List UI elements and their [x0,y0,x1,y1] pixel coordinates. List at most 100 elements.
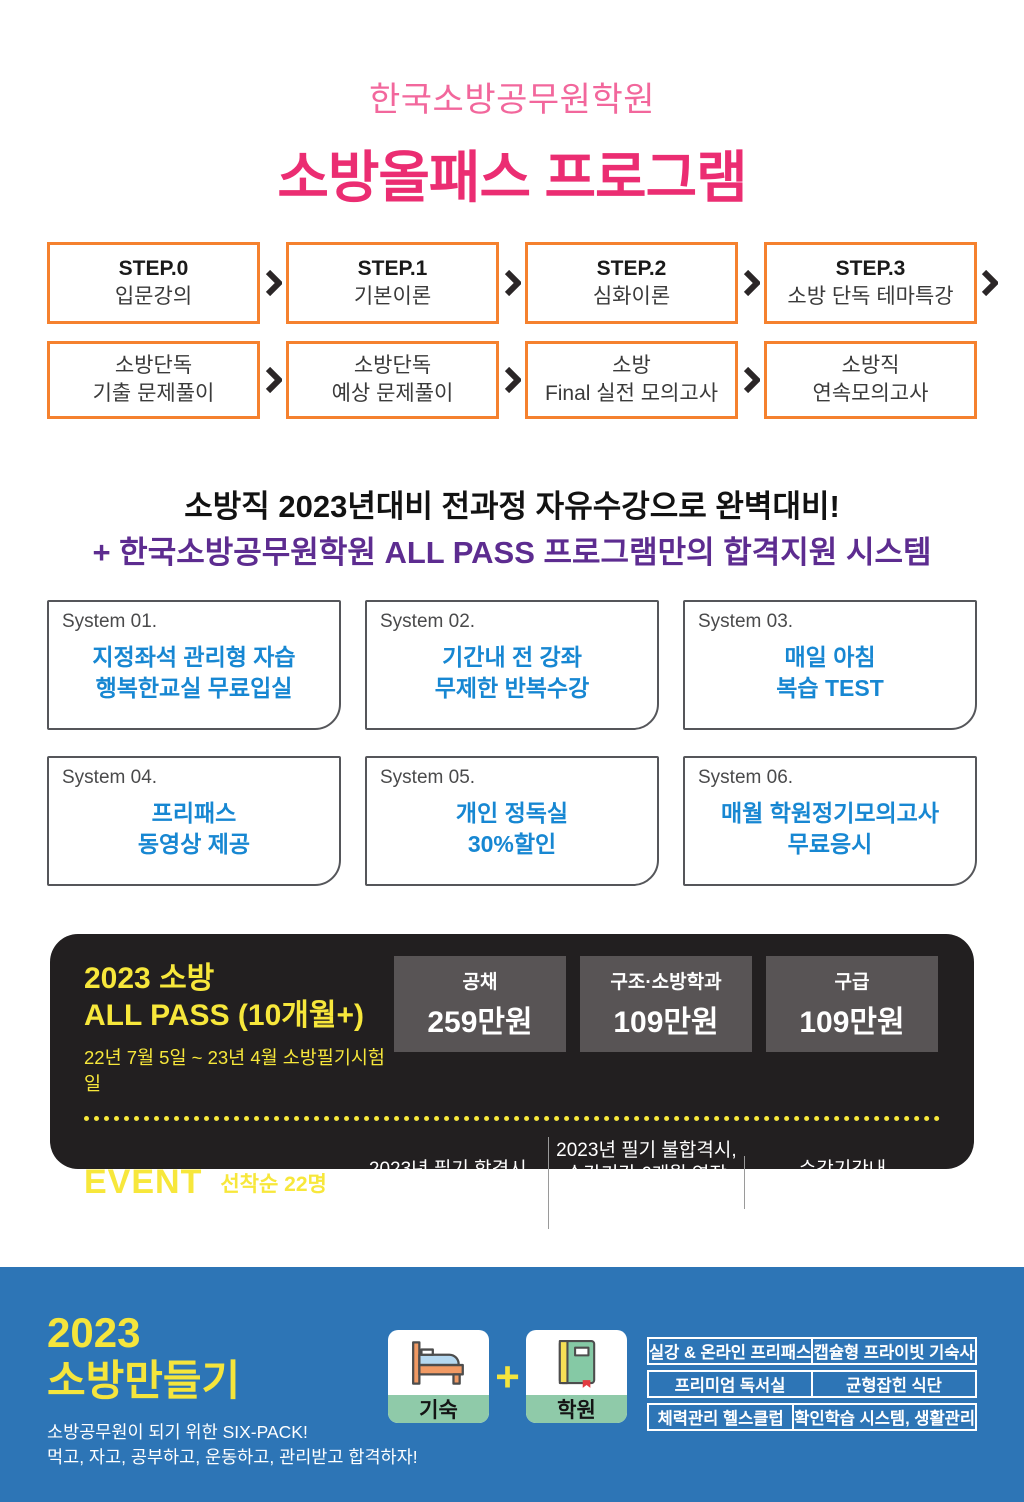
pricing-title-block: 2023 소방 ALL PASS (10개월+) 22년 7월 5일 ~ 23년… [84,956,394,1096]
pricing-banner: 2023 소방 ALL PASS (10개월+) 22년 7월 5일 ~ 23년… [50,933,974,1229]
event-item-line: 정독실 30%할인 [777,1183,908,1205]
step-box-7: 소방직 연속모의고사 [764,341,977,419]
system-text: 매일 아침 복습 TEST [698,642,962,704]
page-title: 소방올패스 프로그램 [277,146,747,209]
system-box-6: System 06. 매월 학원정기모의고사 무료응시 [683,755,977,886]
event-row: EVENT 선착순 22명 2023년 필기 합격시, 한소공 면접캠프 무료 … [84,1136,940,1229]
feature-row: 프리미엄 독서실 균형잡힌 식단 [647,1370,977,1398]
plan-gugeup: 구급 109만원 [766,955,938,1052]
system-text-line: 무료응시 [787,830,873,857]
headline: 소방직 2023년대비 전과정 자유수강으로 완벽대비! + 한국소방공무원학원… [0,487,1024,574]
step-box-1: STEP.1 기본이론 [286,242,499,324]
system-text-line: 동영상 제공 [137,830,251,857]
system-text: 매월 학원정기모의고사 무료응시 [698,798,962,860]
academy-name: 한국소방공무원학원 [368,81,656,119]
system-box-4: System 04. 프리패스 동영상 제공 [47,755,341,886]
plan-price: 109만원 [613,1005,719,1039]
step-label: Final 실전 모의고사 [544,382,719,405]
headline-purple: + 한국소방공무원학원 ALL PASS 프로그램만의 합격지원 시스템 [92,535,932,571]
feature-cell: 캡슐형 프라이빗 기숙사 [813,1337,977,1365]
system-text-line: 지정좌석 관리형 자습 [92,643,296,670]
footer-desc-line: 소방공무원이 되기 위한 SIX-PACK! [47,1421,308,1442]
feature-row: 체력관리 헬스클럽 확인학습 시스템, 생활관리 [647,1403,977,1431]
footer-desc-line: 먹고, 자고, 공부하고, 운동하고, 관리받고 합격하자! [47,1446,418,1467]
system-text-line: 매월 학원정기모의고사 [721,799,939,826]
footer-title: 소방만들기 [47,1357,241,1405]
system-label: System 06. [698,766,794,788]
plan-list: 공채 259만원 구조·소방학과 109만원 구급 109만원 [394,955,940,1052]
feature-cell: 확인학습 시스템, 생활관리 [794,1403,977,1431]
step-row-2: 소방단독 기출 문제풀이 소방단독 예상 문제풀이 소방 Final 실전 모의… [47,341,977,419]
step-label: 소방단독 [114,353,193,377]
step-number: STEP.0 [118,256,189,280]
system-text-line: 30%할인 [467,830,557,857]
event-item-line-small: (~2024년 소방직필기시험일까지) [558,1188,735,1226]
chevron-right-icon [260,242,286,324]
system-text-line: 행복한교실 무료입실 [95,674,293,701]
chevron-right-icon [738,242,764,324]
step-label: 심화이론 [592,285,671,308]
system-label: System 02. [380,610,476,632]
system-text: 프리패스 동영상 제공 [62,798,326,860]
system-text-line: 프리패스 [151,799,237,826]
event-label: EVENT [84,1163,203,1202]
event-item-line: 한소공 면접캠프 무료 [366,1183,535,1205]
plan-gongchae: 공채 259만원 [394,955,566,1052]
step-label: 예상 문제풀이 [331,382,454,405]
system-text-line: 개인 정독실 [455,799,569,826]
step-number: STEP.1 [357,256,428,280]
card-label: 학원 [526,1395,627,1423]
step-box-0: STEP.0 입문강의 [47,242,260,324]
step-number: STEP.2 [596,256,667,280]
system-text: 기간내 전 강좌 무제한 반복수강 [380,642,644,704]
plan-name: 구조·소방학과 [610,971,722,993]
system-label: System 03. [698,610,794,632]
step-box-5: 소방단독 예상 문제풀이 [286,341,499,419]
pricing-title-line1: 2023 소방 [84,961,215,995]
plan-price: 259만원 [427,1005,533,1039]
card-label: 기숙 [388,1395,489,1423]
event-item-line: 2023년 필기 불합격시, [556,1139,737,1161]
system-box-1: System 01. 지정좌석 관리형 자습 행복한교실 무료입실 [47,599,341,730]
dotted-divider [84,1115,940,1121]
headline-black: 소방직 2023년대비 전과정 자유수강으로 완벽대비! [184,489,840,524]
step-label: 입문강의 [114,285,193,308]
footer-description: 소방공무원이 되기 위한 SIX-PACK! 먹고, 자고, 공부하고, 운동하… [47,1420,418,1471]
system-label: System 01. [62,610,158,632]
system-box-3: System 03. 매일 아침 복습 TEST [683,599,977,730]
event-item-line: 2023년 필기 합격시, [368,1159,532,1181]
event-item-line: 수강기간 6개월 연장 [565,1164,727,1186]
step-label: 소방 단독 테마특강 [787,285,954,308]
step-box-2: STEP.2 심화이론 [525,242,738,324]
system-text-line: 매일 아침 [784,643,876,670]
pricing-top: 2023 소방 ALL PASS (10개월+) 22년 7월 5일 ~ 23년… [84,955,940,1096]
event-items: 2023년 필기 합격시, 한소공 면접캠프 무료 2023년 필기 불합격시,… [353,1136,940,1229]
system-text: 지정좌석 관리형 자습 행복한교실 무료입실 [62,642,326,704]
footer-title-block: 2023 소방만들기 소방공무원이 되기 위한 SIX-PACK! 먹고, 자고… [47,1309,418,1470]
system-grid: System 01. 지정좌석 관리형 자습 행복한교실 무료입실 System… [47,599,977,886]
footer-year: 2023 [47,1309,141,1356]
step-box-4: 소방단독 기출 문제풀이 [47,341,260,419]
system-label: System 05. [380,766,476,788]
chevron-right-icon [499,341,525,419]
step-box-3: STEP.3 소방 단독 테마특강 [764,242,977,324]
card-academy: 학원 [526,1330,627,1423]
plus-icon: + [495,1353,520,1400]
system-label: System 04. [62,766,158,788]
event-item-line: 수강기간내 [798,1159,887,1181]
book-icon [526,1330,627,1395]
step-label: 기본이론 [353,285,432,308]
footer-banner: 2023 소방만들기 소방공무원이 되기 위한 SIX-PACK! 먹고, 자고… [0,1267,1024,1502]
system-box-5: System 05. 개인 정독실 30%할인 [365,755,659,886]
event-item-2: 2023년 필기 불합격시, 수강기간 6개월 연장 (~2024년 소방직필기… [547,1136,744,1229]
plan-name: 구급 [834,971,870,993]
card-dormitory: 기숙 [388,1330,489,1423]
bed-icon [388,1330,489,1395]
plan-gujo: 구조·소방학과 109만원 [580,955,752,1052]
plan-name: 공채 [462,971,498,993]
step-number: STEP.3 [835,256,906,280]
step-label: 소방단독 [353,353,432,377]
chevron-right-icon [499,242,525,324]
poster: 한국소방공무원학원 소방올패스 프로그램 STEP.0 입문강의 STEP.1 … [0,72,1024,1502]
feature-cell: 체력관리 헬스클럽 [647,1403,795,1431]
